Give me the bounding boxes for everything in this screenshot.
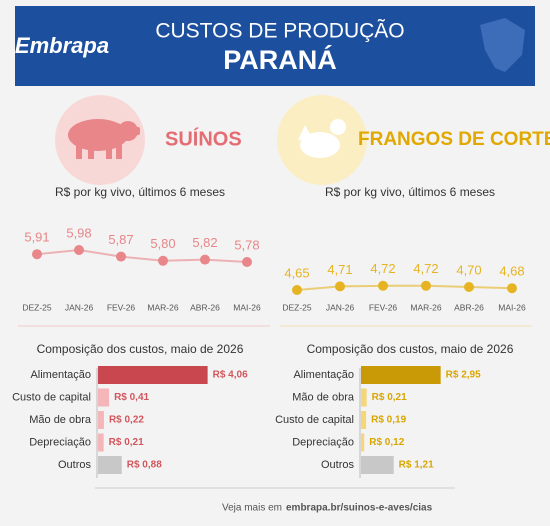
chicken-icon (298, 119, 346, 158)
category-label: Custo de capital (275, 414, 354, 426)
bar (98, 388, 110, 407)
section-title: SUÍNOS (165, 127, 242, 150)
dot (74, 245, 84, 255)
chart-subtitle: R$ por kg vivo, últimos 6 meses (55, 185, 225, 199)
value-label: 4,68 (499, 264, 524, 279)
bar (98, 366, 208, 384)
x-tick-label: MAI-26 (233, 302, 261, 312)
value-label: R$ 2,95 (446, 370, 481, 381)
value-label: 5,80 (150, 236, 175, 251)
x-tick-label: ABR-26 (454, 302, 484, 312)
chart-subtitle: R$ por kg vivo, últimos 6 meses (325, 185, 495, 199)
dot (335, 281, 345, 292)
dot (200, 254, 210, 265)
dot (242, 257, 252, 267)
footer-link[interactable]: embrapa.br/suinos-e-aves/cias (286, 503, 433, 514)
x-tick-label: JAN-26 (65, 302, 94, 312)
logo: Embrapa (15, 33, 109, 58)
bar (98, 433, 104, 452)
value-label: 4,71 (327, 262, 352, 277)
value-label: 4,65 (284, 265, 309, 280)
value-label: R$ 1,21 (399, 460, 434, 471)
x-tick-label: FEV-26 (107, 302, 136, 312)
bar (361, 456, 394, 474)
dot (464, 282, 474, 292)
x-tick-label: JAN-26 (326, 302, 355, 312)
section-title: FRANGOS DE CORTE (358, 129, 550, 150)
dot (421, 280, 431, 291)
dot (116, 251, 126, 262)
dot (507, 283, 517, 294)
bar (361, 366, 441, 384)
line (296, 284, 513, 291)
dot (32, 249, 42, 260)
value-label: 4,70 (456, 262, 481, 277)
header-band (15, 6, 535, 86)
value-label: 5,87 (108, 232, 133, 247)
value-label: R$ 0,19 (371, 415, 406, 426)
bar (361, 388, 367, 407)
chart-title: Composição dos custos, maio de 2026 (307, 342, 514, 356)
pig-icon (68, 119, 140, 159)
category-label: Custo de capital (12, 391, 91, 403)
bar (361, 411, 367, 429)
x-tick-label: DEZ-25 (22, 302, 52, 312)
map-icon (480, 18, 525, 72)
value-label: R$ 0,12 (369, 437, 404, 448)
value-label: R$ 4,06 (213, 370, 248, 381)
category-label: Mão de obra (292, 391, 355, 403)
x-tick-label: MAR-26 (147, 302, 178, 312)
x-tick-label: DEZ-25 (282, 302, 312, 312)
x-tick-label: MAI-26 (498, 302, 526, 312)
value-label: 5,82 (192, 235, 217, 250)
dot (158, 255, 168, 266)
category-label: Depreciação (292, 436, 354, 448)
header-title: CUSTOS DE PRODUÇÃO (155, 19, 404, 43)
chart-title: Composição dos custos, maio de 2026 (37, 342, 244, 356)
value-label: R$ 0,22 (109, 415, 144, 426)
value-label: 4,72 (370, 261, 395, 276)
value-label: 5,91 (24, 230, 49, 245)
line (36, 248, 248, 263)
value-label: 4,72 (413, 261, 438, 276)
category-label: Alimentação (30, 369, 91, 381)
dot (378, 280, 388, 291)
value-label: 5,78 (234, 237, 259, 252)
value-label: 5,98 (66, 225, 91, 240)
value-label: R$ 0,21 (109, 437, 144, 448)
value-label: R$ 0,88 (127, 460, 162, 471)
x-tick-label: MAR-26 (410, 302, 441, 312)
value-label: R$ 0,41 (114, 392, 149, 403)
category-label: Alimentação (293, 369, 354, 381)
category-label: Mão de obra (29, 414, 92, 426)
category-label: Outros (321, 459, 355, 471)
footer-text: Veja mais em (222, 503, 282, 514)
bar (98, 456, 122, 474)
bar (361, 433, 365, 452)
bar (98, 411, 104, 429)
header-subtitle: PARANÁ (223, 44, 337, 75)
category-label: Outros (58, 459, 92, 471)
x-tick-label: FEV-26 (369, 302, 398, 312)
value-label: R$ 0,21 (372, 392, 407, 403)
category-label: Depreciação (29, 436, 91, 448)
x-tick-label: ABR-26 (190, 302, 220, 312)
dot (292, 285, 302, 295)
